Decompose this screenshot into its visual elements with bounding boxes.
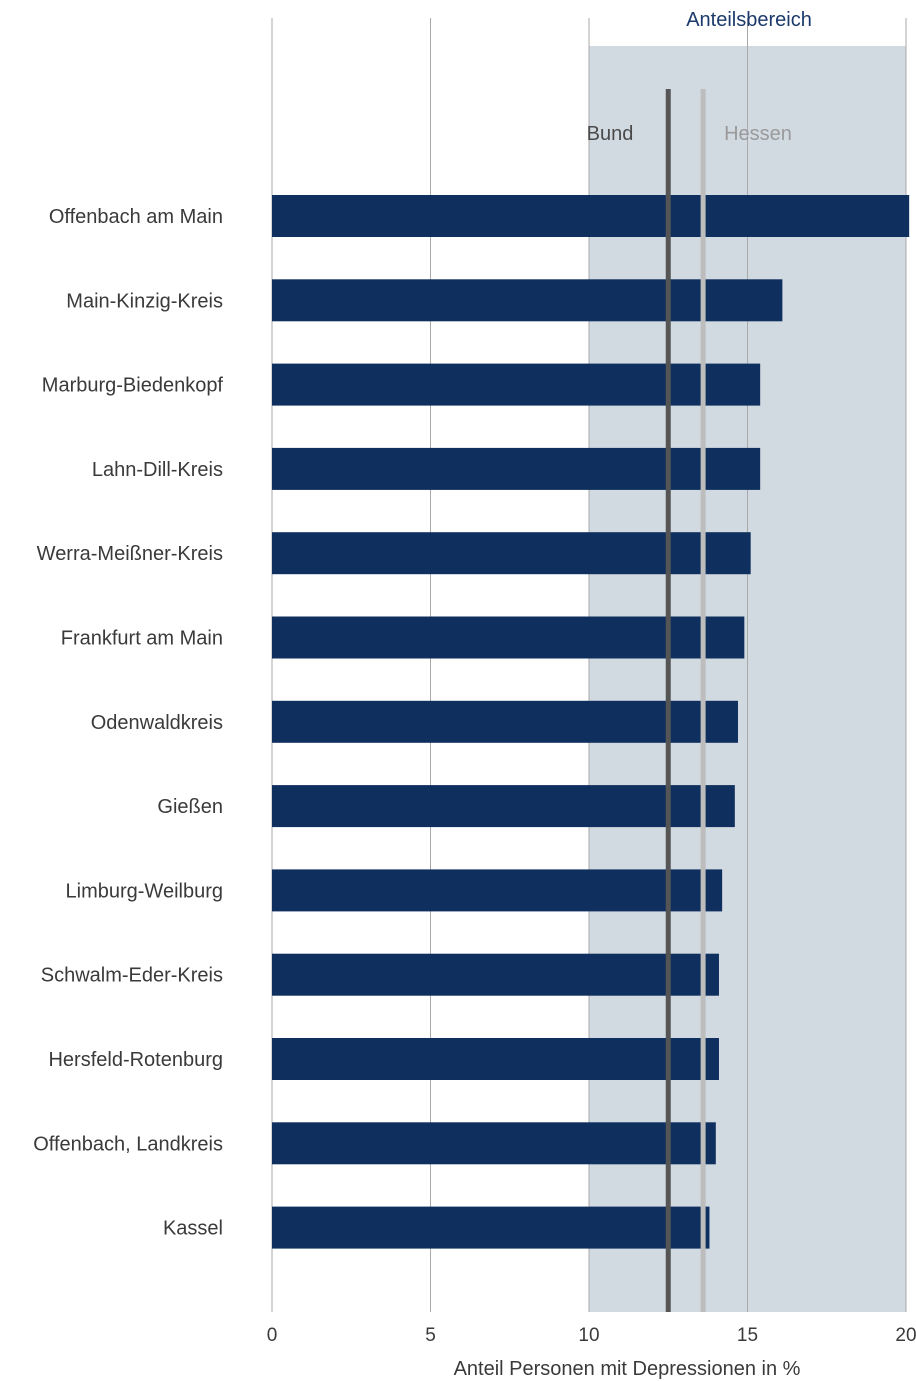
category-label: Werra-Meißner-Kreis xyxy=(37,543,223,565)
bar xyxy=(272,785,735,828)
category-label: Odenwaldkreis xyxy=(91,712,223,734)
bar xyxy=(272,616,745,659)
x-axis-title: Anteil Personen mit Depressionen in % xyxy=(454,1358,801,1380)
bar xyxy=(272,700,738,743)
bar xyxy=(272,869,723,912)
bund-line-label: Bund xyxy=(587,123,634,145)
category-labels: Offenbach am Main Main-Kinzig-Kreis Marbur… xyxy=(33,206,223,1240)
hessen-line-label: Hessen xyxy=(724,123,792,145)
bar xyxy=(272,195,910,237)
category-label: Offenbach am Main xyxy=(49,206,223,228)
bar xyxy=(272,532,751,575)
category-label: Main-Kinzig-Kreis xyxy=(66,290,223,312)
bar xyxy=(272,953,719,996)
category-label: Marburg-Biedenkopf xyxy=(42,375,224,397)
reference-lines xyxy=(665,89,706,1312)
x-tick-label: 15 xyxy=(737,1325,758,1346)
band-label: Anteilsbereich xyxy=(686,9,812,31)
category-label: Kassel xyxy=(163,1218,223,1240)
bar xyxy=(272,447,761,490)
category-label: Lahn-Dill-Kreis xyxy=(92,459,223,481)
x-tick-label: 10 xyxy=(578,1325,599,1346)
category-label: Frankfurt am Main xyxy=(61,628,223,650)
bar xyxy=(272,1038,719,1080)
category-label: Limburg-Weilburg xyxy=(66,880,223,902)
bars xyxy=(272,195,910,1249)
bar xyxy=(272,1122,716,1165)
x-tick-label: 5 xyxy=(425,1325,436,1346)
category-label: Schwalm-Eder-Kreis xyxy=(41,965,223,987)
bar xyxy=(272,1206,710,1249)
bar xyxy=(272,363,761,406)
x-tick-label: 20 xyxy=(895,1325,916,1346)
category-label: Offenbach, Landkreis xyxy=(33,1133,223,1155)
category-label: Gießen xyxy=(157,796,223,818)
category-label: Hersfeld-Rotenburg xyxy=(48,1049,223,1071)
x-tick-labels: 0 5 10 15 20 xyxy=(267,1325,916,1346)
x-tick-label: 0 xyxy=(267,1325,278,1346)
bar xyxy=(272,279,783,322)
